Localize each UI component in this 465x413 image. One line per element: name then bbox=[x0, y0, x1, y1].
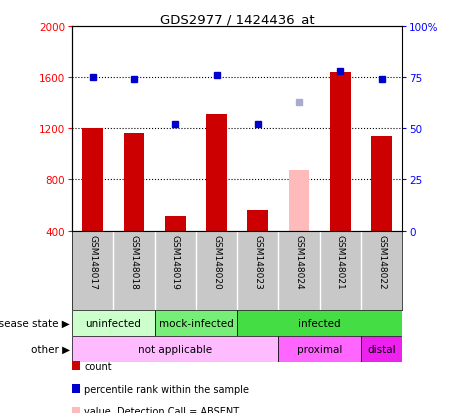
Text: GSM148021: GSM148021 bbox=[336, 235, 345, 290]
Bar bbox=[247, 211, 268, 231]
Text: distal: distal bbox=[367, 344, 396, 354]
Text: GSM148018: GSM148018 bbox=[129, 235, 139, 290]
Text: count: count bbox=[84, 361, 112, 371]
Text: percentile rank within the sample: percentile rank within the sample bbox=[84, 384, 249, 394]
Text: GSM148019: GSM148019 bbox=[171, 235, 180, 290]
Text: proximal: proximal bbox=[297, 344, 342, 354]
Title: GDS2977 / 1424436_at: GDS2977 / 1424436_at bbox=[160, 13, 314, 26]
Text: uninfected: uninfected bbox=[86, 318, 141, 328]
Bar bbox=[72, 310, 154, 336]
Bar bbox=[124, 133, 144, 231]
Bar bbox=[361, 336, 402, 362]
Text: mock-infected: mock-infected bbox=[159, 318, 233, 328]
Text: other ▶: other ▶ bbox=[31, 344, 70, 354]
Text: GSM148020: GSM148020 bbox=[212, 235, 221, 290]
Text: disease state ▶: disease state ▶ bbox=[0, 318, 70, 328]
Text: GSM148024: GSM148024 bbox=[294, 235, 304, 290]
Text: value, Detection Call = ABSENT: value, Detection Call = ABSENT bbox=[84, 406, 239, 413]
Bar bbox=[72, 336, 279, 362]
Bar bbox=[154, 310, 237, 336]
Text: GSM148022: GSM148022 bbox=[377, 235, 386, 290]
Text: GSM148017: GSM148017 bbox=[88, 235, 97, 290]
Text: not applicable: not applicable bbox=[138, 344, 213, 354]
Bar bbox=[165, 217, 186, 231]
Bar bbox=[206, 115, 227, 231]
Bar bbox=[330, 73, 351, 231]
Bar bbox=[237, 310, 402, 336]
Text: infected: infected bbox=[299, 318, 341, 328]
Bar bbox=[289, 170, 309, 231]
Bar bbox=[82, 129, 103, 231]
Bar bbox=[371, 137, 392, 231]
Bar bbox=[279, 336, 361, 362]
Text: GSM148023: GSM148023 bbox=[253, 235, 262, 290]
